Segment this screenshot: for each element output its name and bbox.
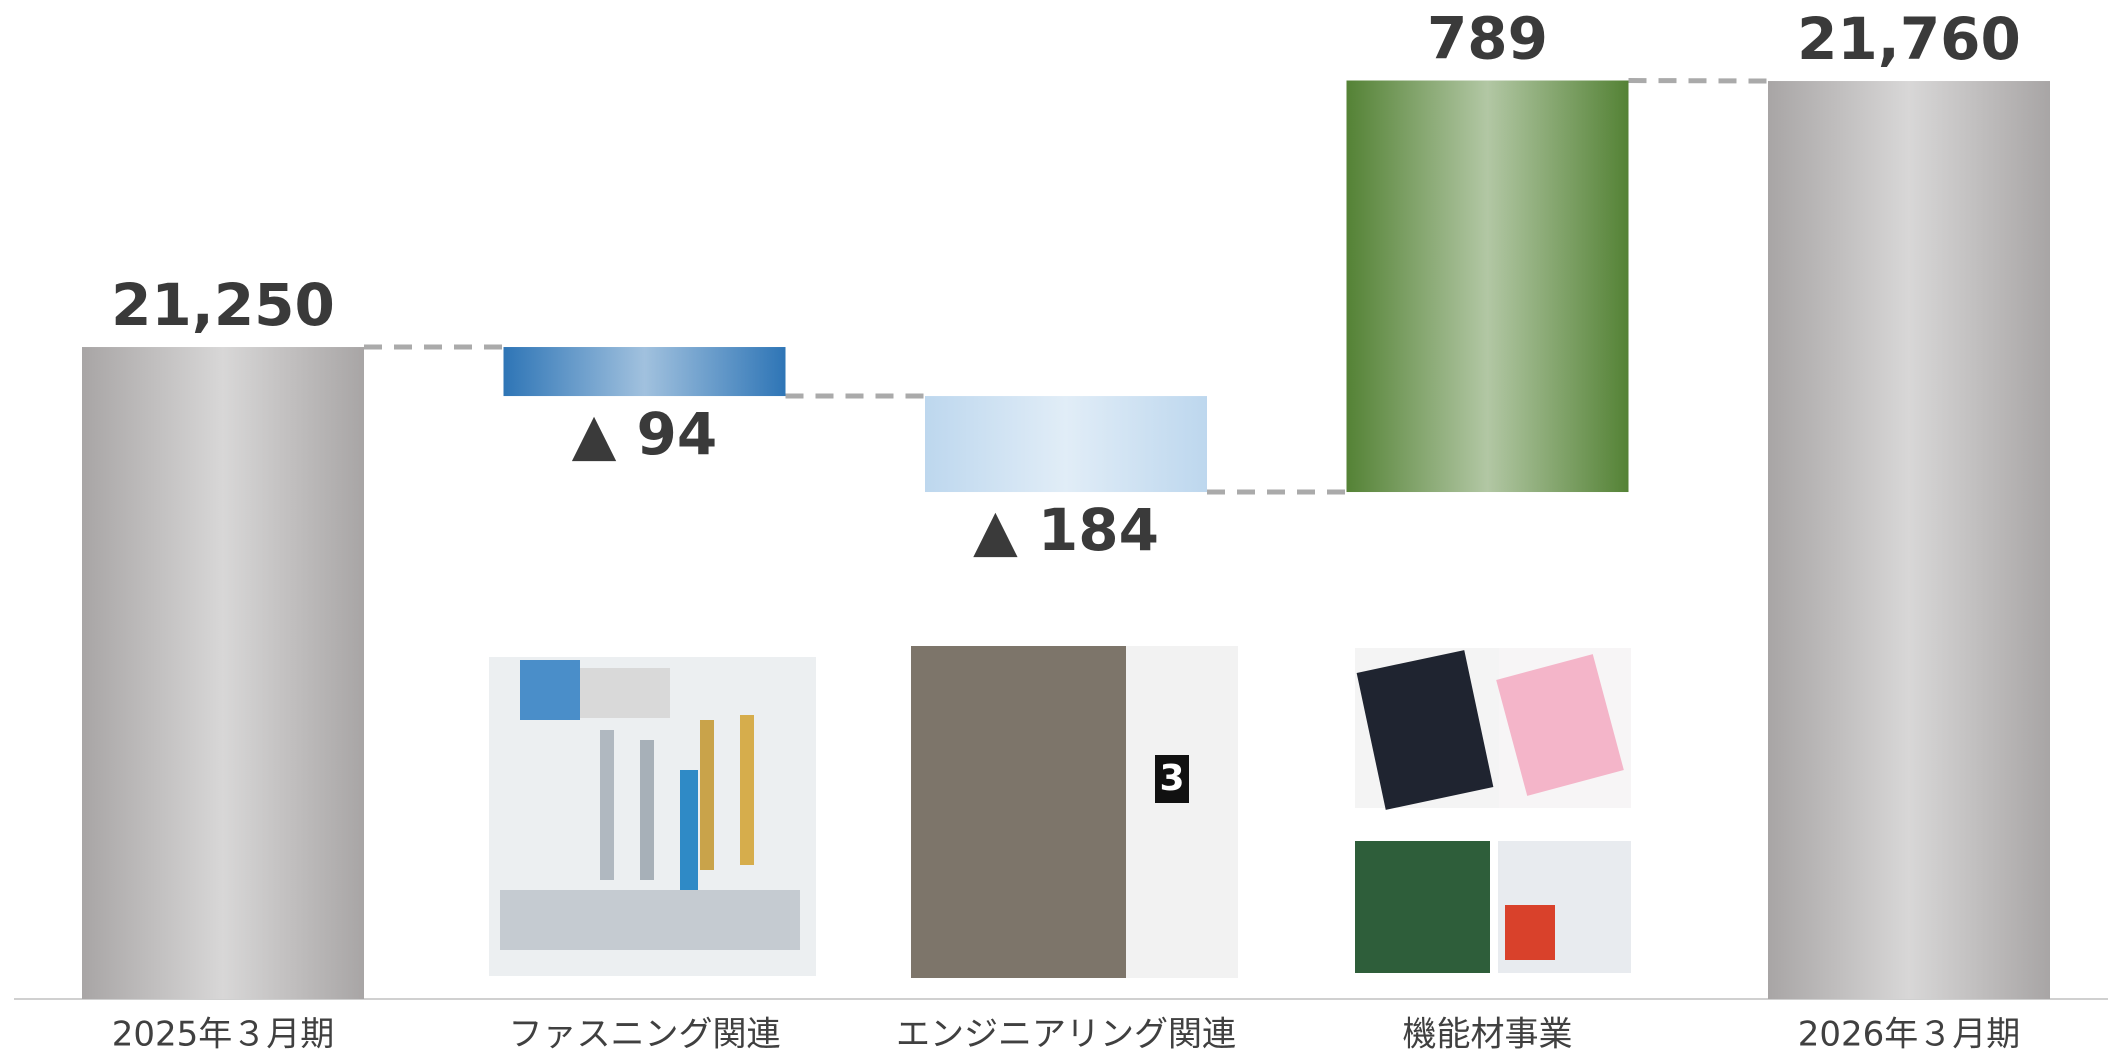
value-label: 21,760 [1797, 5, 2021, 73]
x-tick-label: エンジニアリング関連 [896, 1015, 1236, 1055]
bar [1768, 81, 2050, 999]
x-tick-label: ファスニング関連 [509, 1015, 781, 1055]
photo-engineering: 3 [911, 646, 1238, 978]
x-tick-label: 2025年３月期 [112, 1015, 335, 1055]
value-label: ▲ 94 [572, 400, 718, 468]
bar [82, 347, 364, 999]
x-tick-label: 機能材事業 [1403, 1015, 1573, 1055]
bar [503, 347, 786, 397]
connector [1628, 77, 1769, 84]
value-label: 21,250 [111, 271, 335, 339]
bar [1346, 80, 1629, 493]
value-label: ▲ 184 [973, 496, 1159, 564]
bar [925, 396, 1207, 493]
value-label: 789 [1427, 5, 1548, 73]
photo-fastening [489, 657, 816, 976]
photo-materials [1355, 648, 1631, 973]
svg-text:3: 3 [1159, 758, 1184, 799]
x-tick-label: 2026年３月期 [1798, 1015, 2021, 1055]
